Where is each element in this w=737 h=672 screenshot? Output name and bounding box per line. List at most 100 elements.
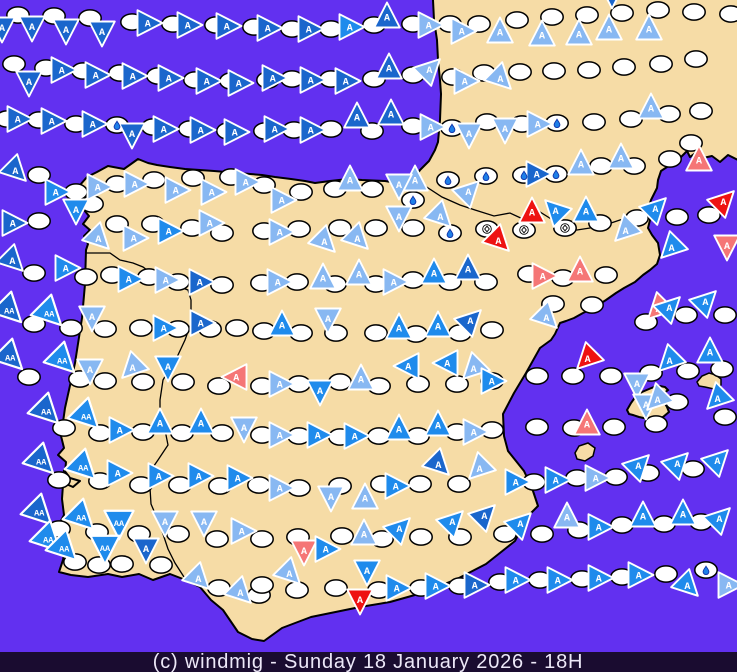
svg-text:A: A [362, 495, 368, 506]
svg-text:A: A [584, 421, 590, 432]
svg-text:A: A [87, 366, 93, 377]
svg-text:A: A [465, 188, 471, 199]
svg-text:A: A [10, 219, 16, 230]
svg-text:A: A [53, 188, 59, 199]
svg-text:A: A [95, 235, 101, 246]
svg-text:A: A [555, 576, 561, 587]
svg-text:A: A [272, 125, 278, 136]
svg-text:A: A [306, 25, 312, 36]
svg-text:A: A [412, 177, 418, 188]
svg-text:AA: AA [36, 458, 47, 468]
svg-text:A: A [495, 237, 501, 248]
svg-text:A: A [235, 474, 241, 485]
svg-text:A: A [185, 21, 191, 32]
svg-text:A: A [539, 32, 545, 43]
svg-text:A: A [596, 574, 602, 585]
svg-text:A: A [564, 514, 570, 525]
svg-text:A: A [583, 208, 589, 219]
svg-text:A: A [435, 323, 441, 334]
svg-text:AA: AA [5, 354, 16, 364]
svg-text:A: A [643, 401, 649, 412]
svg-text:AA: AA [76, 514, 87, 524]
svg-text:A: A [534, 170, 540, 181]
svg-text:A: A [477, 465, 483, 476]
svg-text:A: A [224, 22, 230, 33]
svg-text:A: A [317, 387, 323, 398]
svg-text:A: A [321, 238, 327, 249]
svg-text:A: A [635, 462, 641, 473]
svg-text:A: A [196, 472, 202, 483]
svg-text:A: A [357, 596, 363, 607]
svg-text:A: A [714, 457, 720, 468]
svg-text:A: A [162, 518, 168, 529]
svg-text:A: A [394, 584, 400, 595]
svg-text:A: A [166, 74, 172, 85]
svg-text:AA: AA [114, 519, 125, 529]
svg-text:A: A [277, 380, 283, 391]
svg-text:A: A [73, 206, 79, 217]
svg-text:A: A [471, 428, 477, 439]
svg-text:A: A [347, 23, 353, 34]
svg-text:A: A [93, 71, 99, 82]
svg-text:A: A [26, 78, 32, 89]
svg-text:A: A [428, 123, 434, 134]
svg-text:A: A [328, 493, 334, 504]
svg-text:A: A [720, 198, 726, 209]
svg-text:A: A [481, 512, 487, 523]
svg-text:AA: AA [59, 545, 70, 555]
svg-text:A: A [286, 570, 292, 581]
svg-text:A: A [130, 364, 136, 375]
svg-text:A: A [648, 105, 654, 116]
svg-text:A: A [386, 65, 392, 76]
svg-text:A: A [308, 76, 314, 87]
svg-text:A: A [163, 276, 169, 287]
svg-text:A: A [576, 31, 582, 42]
svg-text:A: A [89, 313, 95, 324]
svg-text:A: A [437, 213, 443, 224]
svg-text:AA: AA [34, 509, 45, 519]
svg-text:A: A [90, 120, 96, 131]
svg-text:A: A [63, 264, 69, 275]
svg-text:A: A [277, 484, 283, 495]
svg-text:A: A [308, 126, 314, 137]
svg-text:A: A [95, 183, 101, 194]
svg-text:A: A [0, 24, 5, 35]
svg-text:A: A [618, 155, 624, 166]
svg-text:A: A [145, 19, 151, 30]
svg-text:A: A [472, 581, 478, 592]
svg-text:A: A [578, 161, 584, 172]
svg-text:A: A [435, 461, 441, 472]
svg-text:A: A [277, 431, 283, 442]
svg-text:A: A [543, 314, 549, 325]
svg-text:A: A [497, 29, 503, 40]
svg-text:A: A [517, 520, 523, 531]
svg-text:A: A [237, 589, 243, 600]
svg-text:A: A [239, 527, 245, 538]
svg-text:A: A [623, 227, 629, 238]
svg-text:A: A [609, 0, 615, 1]
svg-text:AA: AA [100, 544, 111, 554]
svg-text:A: A [132, 180, 138, 191]
svg-text:A: A [173, 186, 179, 197]
svg-text:A: A [364, 567, 370, 578]
svg-text:A: A [577, 268, 583, 279]
svg-text:A: A [652, 205, 658, 216]
svg-text:A: A [669, 244, 675, 255]
svg-text:A: A [640, 513, 646, 524]
svg-text:A: A [716, 515, 722, 526]
svg-text:A: A [396, 525, 402, 536]
svg-text:A: A [396, 213, 402, 224]
svg-text:A: A [513, 478, 519, 489]
svg-text:A: A [131, 234, 137, 245]
svg-text:A: A [12, 167, 18, 178]
svg-text:A: A [393, 482, 399, 493]
svg-text:A: A [166, 227, 172, 238]
svg-text:A: A [396, 181, 402, 192]
svg-text:A: A [396, 325, 402, 336]
svg-text:A: A [553, 207, 559, 218]
svg-text:A: A [277, 228, 283, 239]
svg-text:AA: AA [78, 464, 89, 474]
svg-text:A: A [724, 242, 730, 253]
svg-text:A: A [361, 531, 367, 542]
svg-text:A: A [301, 547, 307, 558]
